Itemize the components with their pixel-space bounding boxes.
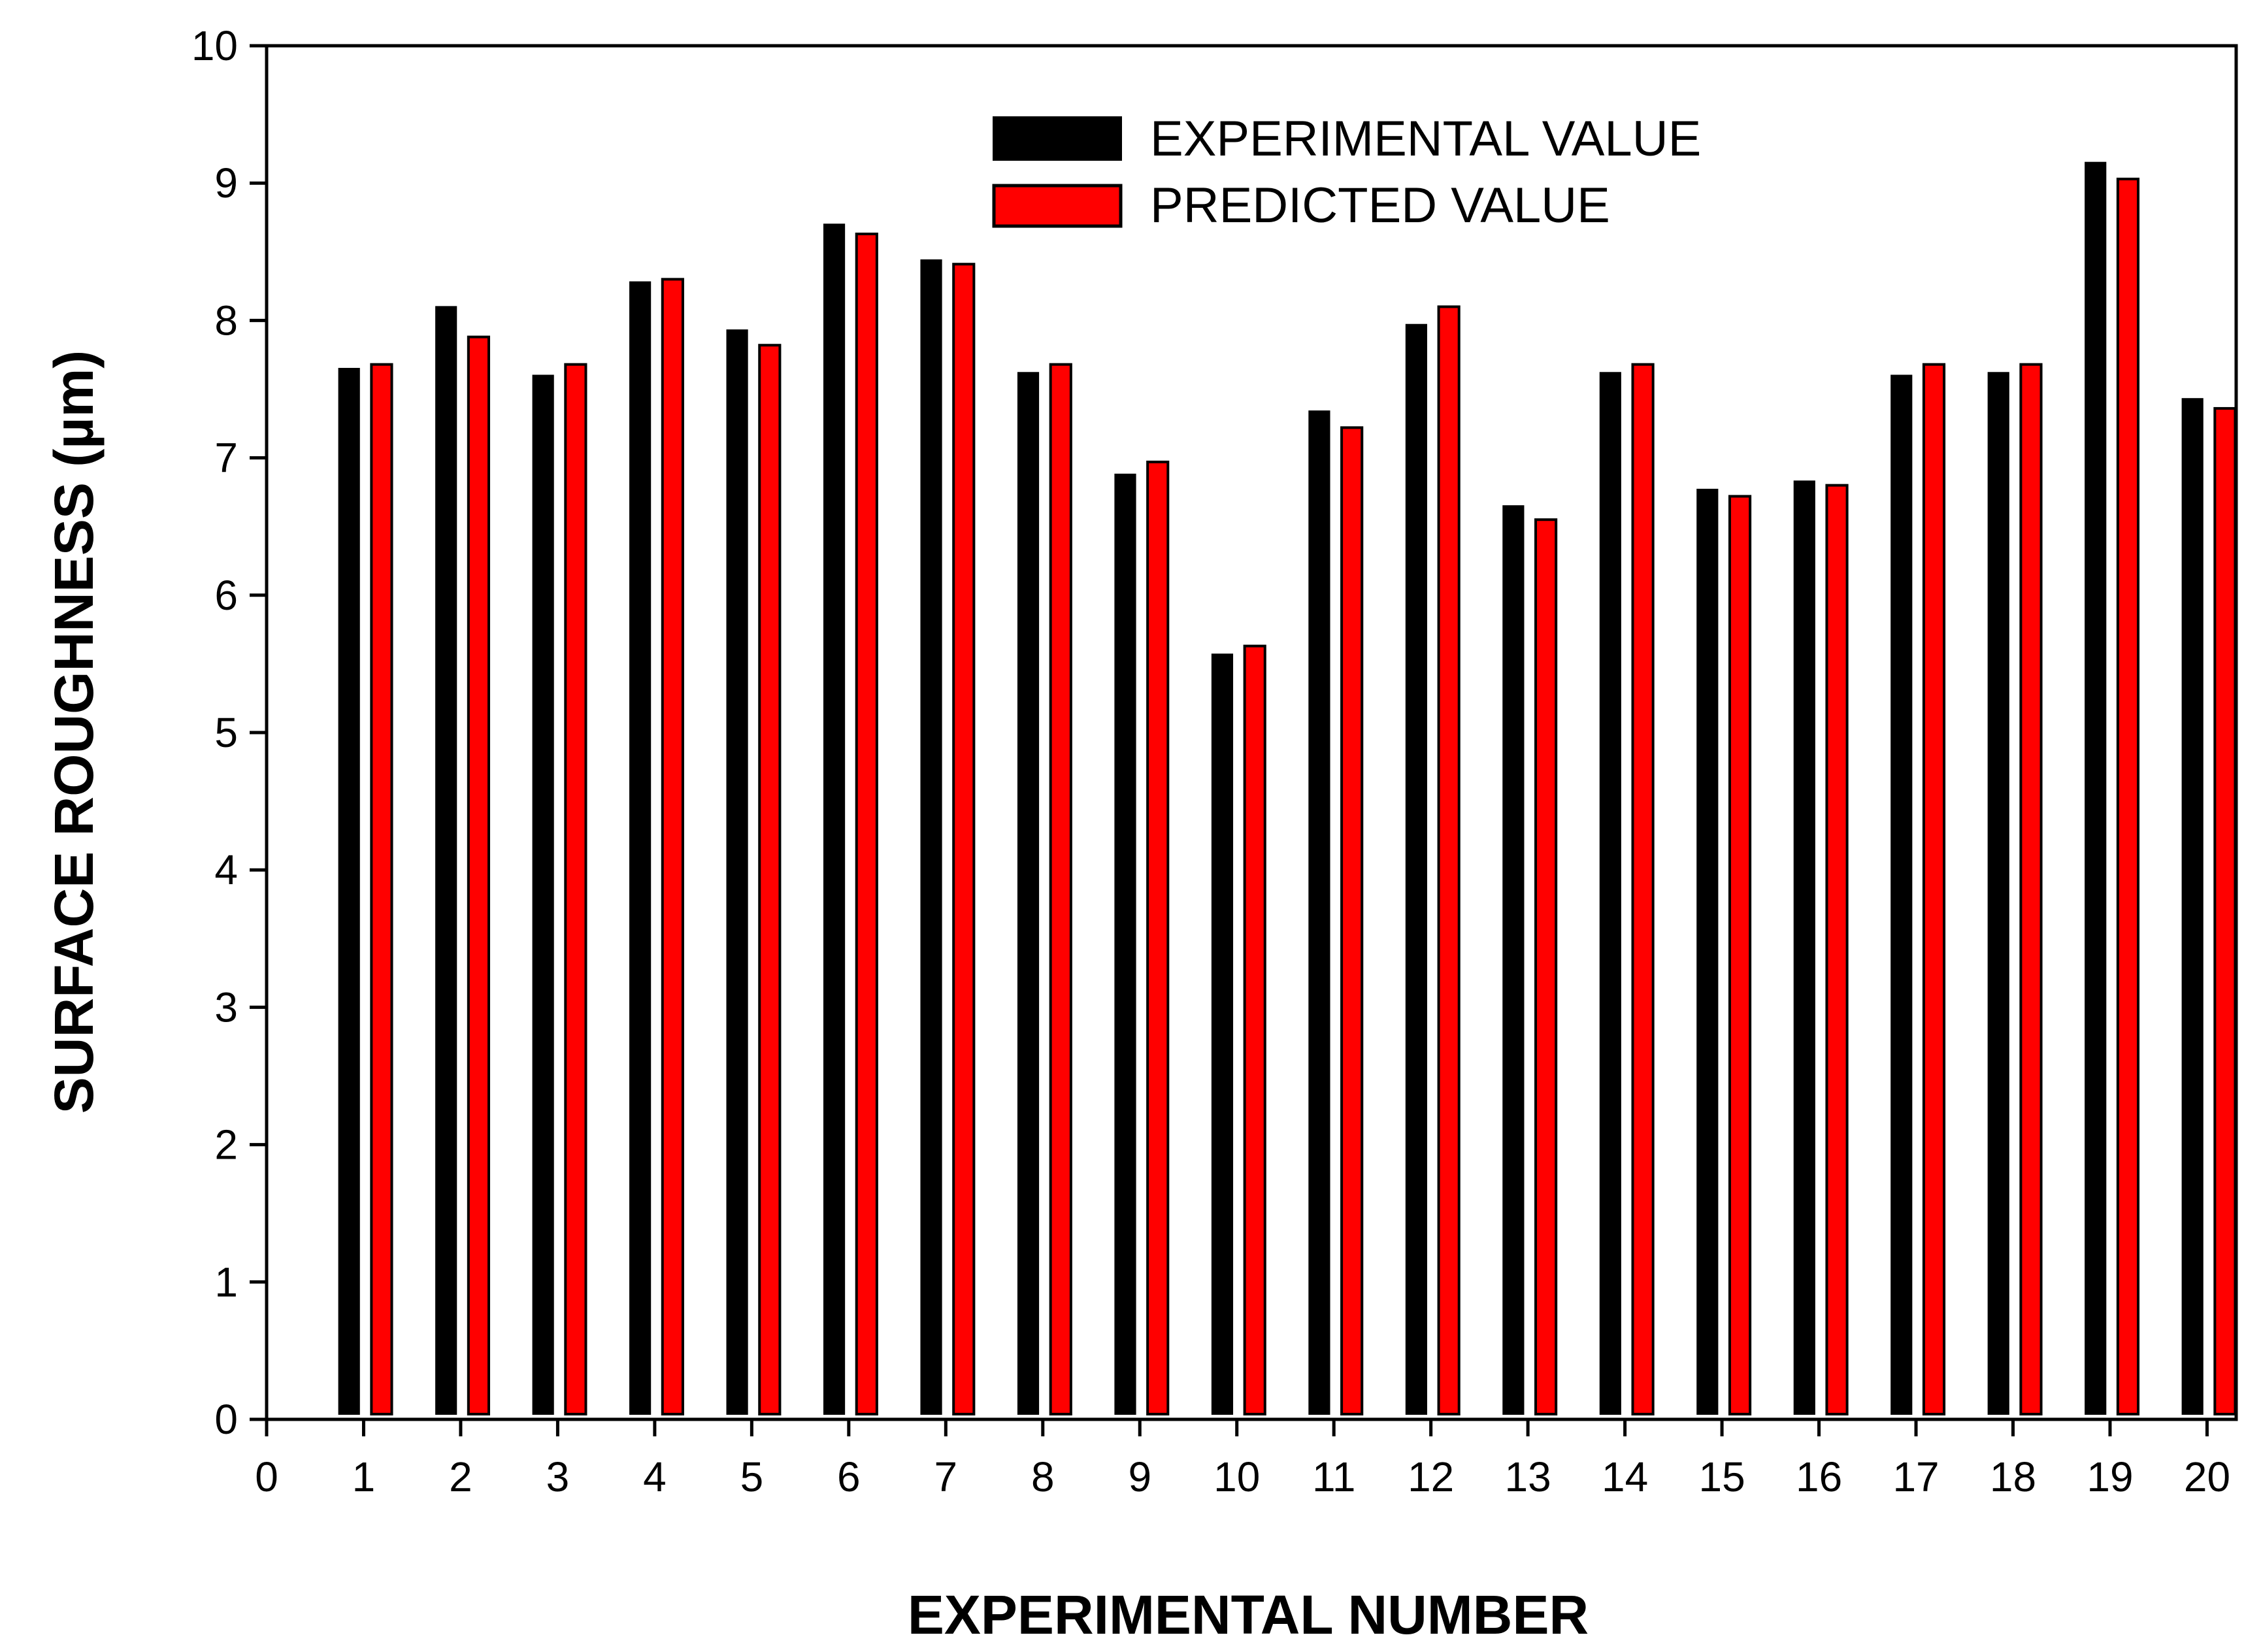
x-tick-label: 12 [1408,1453,1454,1500]
series-experimental [338,161,2203,1415]
x-tick-label: 1 [352,1453,376,1500]
bar-predicted-10 [1243,644,1266,1415]
y-tick-label: 10 [191,22,238,69]
x-tick-label: 3 [546,1453,570,1500]
legend-swatch-predicted [992,184,1123,228]
bar-experimental-11 [1308,410,1330,1415]
bar-predicted-6 [855,232,878,1415]
x-tick-label: 9 [1128,1453,1151,1500]
bar-predicted-7 [952,263,976,1415]
legend-label-predicted: PREDICTED VALUE [1150,178,1610,233]
y-tick-label: 0 [214,1396,238,1443]
bar-experimental-9 [1114,473,1136,1415]
y-tick-label: 7 [214,435,238,482]
bar-predicted-17 [1922,363,1946,1416]
bar-predicted-20 [2213,406,2237,1415]
legend-label-experimental: EXPERIMENTAL VALUE [1150,111,1701,167]
x-tick-label: 6 [837,1453,861,1500]
bar-predicted-11 [1340,426,1364,1416]
bar-experimental-12 [1405,323,1427,1415]
bar-predicted-1 [370,363,393,1416]
x-tick-label: 15 [1698,1453,1745,1500]
y-tick-label: 3 [214,983,238,1031]
x-tick-label: 14 [1602,1453,1648,1500]
bar-experimental-2 [435,306,457,1415]
bar-predicted-2 [467,335,491,1415]
y-tick-label: 9 [214,159,238,206]
x-tick-label: 8 [1031,1453,1055,1500]
bar-predicted-4 [661,278,684,1416]
x-tick-label: 5 [740,1453,764,1500]
y-axis: 0 1 2 3 4 5 6 7 8 9 10 [191,22,267,1443]
x-tick-label: 0 [255,1453,278,1500]
y-tick-label: 1 [214,1259,238,1306]
bar-experimental-19 [2085,161,2107,1415]
x-tick-label: 4 [643,1453,667,1500]
x-tick-label: 17 [1892,1453,1939,1500]
bar-experimental-6 [823,223,846,1415]
y-tick-label: 4 [214,846,238,893]
bar-predicted-19 [2116,177,2140,1415]
bar-predicted-3 [564,363,587,1416]
bar-experimental-18 [1987,372,2009,1415]
x-tick-label: 18 [1990,1453,2036,1500]
x-tick-label: 16 [1796,1453,1842,1500]
bar-predicted-9 [1146,460,1170,1415]
y-tick-label: 8 [214,297,238,344]
x-tick-label: 11 [1312,1453,1355,1500]
bar-predicted-15 [1728,495,1752,1415]
bar-predicted-13 [1534,518,1558,1416]
x-axis: 0 1 2 3 4 5 6 7 8 9 10 11 12 13 14 15 16 17 18 19 20 [255,1419,2230,1500]
legend: EXPERIMENTAL VALUE PREDICTED VALUE [992,111,1701,233]
bar-experimental-1 [338,367,360,1415]
x-tick-label: 19 [2087,1453,2133,1500]
bar-experimental-7 [920,259,942,1415]
y-axis-title: SURFACE ROUGHNESS (µm) [43,350,105,1114]
bar-experimental-4 [629,281,652,1415]
y-tick-label: 2 [214,1121,238,1168]
x-tick-label: 7 [934,1453,958,1500]
y-tick-label: 5 [214,709,238,756]
bar-experimental-5 [726,329,748,1415]
bar-predicted-5 [758,344,782,1416]
y-tick-label: 6 [214,572,238,619]
bar-experimental-13 [1502,505,1525,1415]
x-tick-label: 20 [2184,1453,2230,1500]
bar-predicted-14 [1631,363,1655,1416]
legend-swatch-experimental [993,116,1122,161]
bar-experimental-8 [1017,372,1040,1415]
bar-experimental-15 [1696,488,1719,1415]
bar-experimental-3 [532,374,554,1415]
x-axis-title: EXPERIMENTAL NUMBER [908,1584,1589,1645]
bar-experimental-20 [2181,398,2203,1415]
bar-experimental-10 [1211,653,1234,1415]
bar-experimental-16 [1793,480,1815,1415]
bars-group [338,161,2237,1416]
series-predicted [370,177,2237,1416]
bar-experimental-14 [1599,372,1621,1415]
bar-predicted-18 [2019,363,2043,1416]
bar-predicted-16 [1825,484,1849,1415]
x-tick-label: 13 [1505,1453,1551,1500]
bar-predicted-8 [1049,363,1072,1416]
x-tick-label: 2 [449,1453,472,1500]
bar-experimental-17 [1890,374,1913,1415]
x-tick-label: 10 [1213,1453,1260,1500]
bar-predicted-12 [1437,305,1461,1415]
